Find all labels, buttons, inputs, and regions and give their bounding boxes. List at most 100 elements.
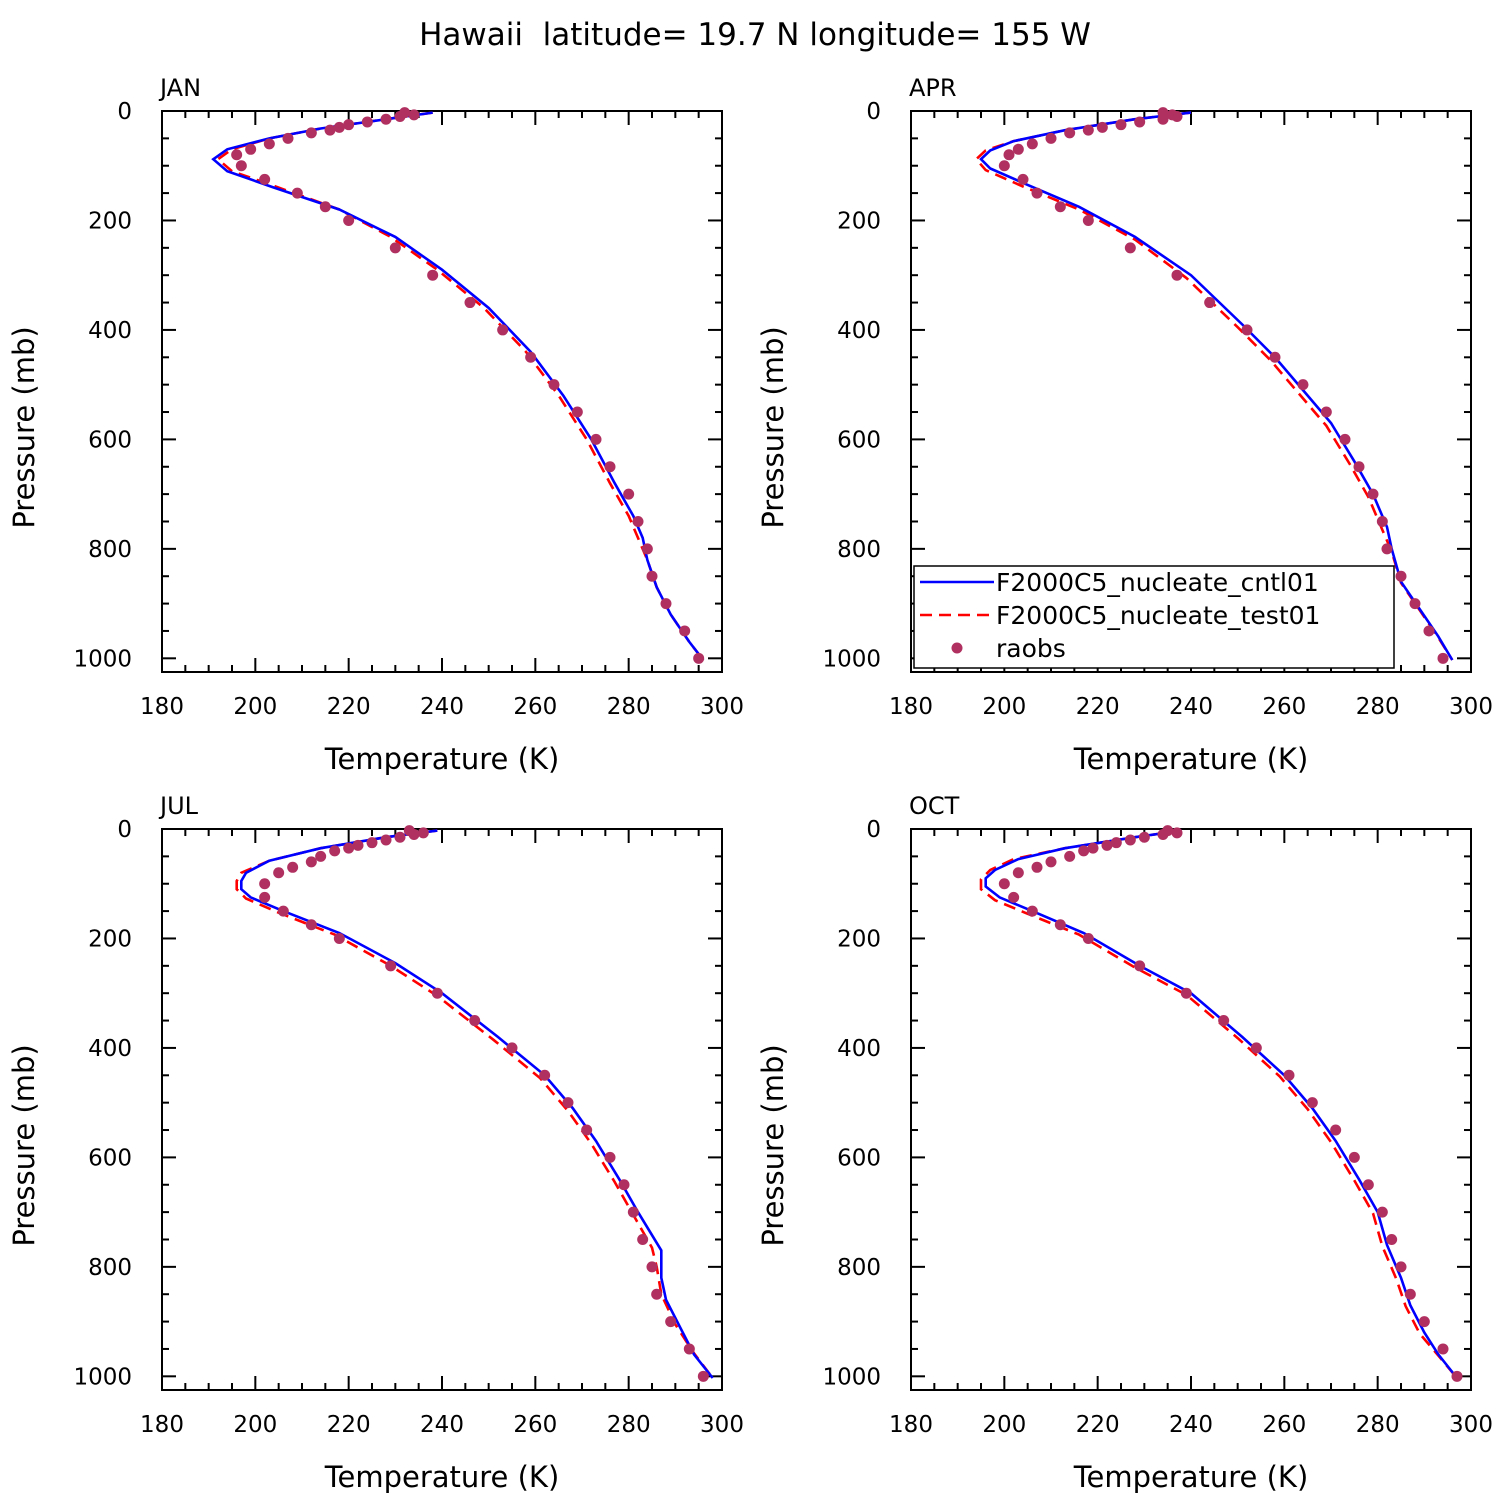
raobs-point (1124, 242, 1136, 254)
legend-swatch-marker (951, 642, 963, 654)
raobs-point (1008, 891, 1020, 903)
raobs-point (1157, 113, 1169, 125)
x-axis-title: Temperature (K) (324, 742, 560, 776)
y-tick-label: 200 (837, 208, 881, 234)
legend: F2000C5_nucleate_cntl01 F2000C5_nucleate_… (913, 565, 1395, 669)
raobs-point (998, 878, 1010, 890)
x-tick-label: 300 (700, 1412, 744, 1438)
panel-label-jan: JAN (158, 74, 201, 102)
x-tick-label: 300 (1449, 1412, 1493, 1438)
raobs-point (998, 160, 1010, 172)
raobs-point (1171, 827, 1183, 839)
raobs-point (646, 1261, 658, 1273)
raobs-point (343, 119, 355, 131)
raobs-point (259, 891, 271, 903)
y-tick-label: 400 (88, 1036, 132, 1062)
raobs-point (1320, 406, 1332, 418)
panel-jul: 180 200 220 240 260 280 300 0 200 400 600 800 1000 Te… (7, 792, 744, 1494)
y-tick-label: 1000 (73, 1364, 132, 1390)
raobs-point (641, 543, 653, 555)
x-tick-label: 200 (233, 694, 277, 720)
legend-entry-label: F2000C5_nucleate_cntl01 (996, 568, 1319, 597)
panels-group: 180 200 220 240 260 280 300 0 200 400 600 800 1000 Te… (7, 74, 1493, 1494)
raobs-point (1376, 1206, 1388, 1218)
raobs-point (333, 932, 345, 944)
raobs-point (319, 201, 331, 213)
y-tick-label: 800 (837, 537, 881, 563)
x-tick-label: 180 (889, 694, 933, 720)
x-tick-label: 280 (607, 694, 651, 720)
raobs-point (623, 488, 635, 500)
raobs-point (1045, 132, 1057, 144)
series-line-cntl01 (979, 111, 1454, 661)
y-tick-label: 200 (837, 926, 881, 952)
x-tick-label: 280 (1356, 1412, 1400, 1438)
raobs-point (1171, 269, 1183, 281)
series-line-test01 (979, 829, 1458, 1379)
raobs-point (1283, 1069, 1295, 1081)
raobs-point (408, 828, 420, 840)
x-tick-label: 180 (889, 1412, 933, 1438)
x-tick-label: 220 (327, 694, 371, 720)
raobs-point (1054, 919, 1066, 931)
raobs-point (562, 1097, 574, 1109)
y-tick-label: 800 (88, 537, 132, 563)
raobs-point (1082, 124, 1094, 136)
raobs-point (1204, 297, 1216, 309)
raobs-point (1395, 1261, 1407, 1273)
raobs-point (1026, 905, 1038, 917)
raobs-point (324, 124, 336, 136)
x-tick-label: 200 (982, 694, 1026, 720)
panel-oct: 180 200 220 240 260 280 300 0 200 400 600 800 1000 Te… (756, 792, 1493, 1494)
raobs-point (469, 1015, 481, 1027)
x-tick-label: 200 (233, 1412, 277, 1438)
raobs-point (618, 1179, 630, 1191)
y-tick-label: 0 (117, 99, 132, 125)
panel-label-oct: OCT (909, 792, 960, 820)
raobs-point (1171, 110, 1183, 122)
raobs-point (1180, 987, 1192, 999)
x-tick-label: 240 (1169, 1412, 1213, 1438)
raobs-point (259, 173, 271, 185)
raobs-point (1064, 850, 1076, 862)
x-tick-label: 300 (1449, 694, 1493, 720)
raobs-point (380, 834, 392, 846)
y-tick-label: 400 (837, 318, 881, 344)
raobs-point (1437, 652, 1449, 664)
x-tick-label: 260 (513, 1412, 557, 1438)
x-tick-label: 280 (607, 1412, 651, 1438)
raobs-point (1115, 119, 1127, 131)
raobs-point (394, 831, 406, 843)
raobs-point (1110, 837, 1122, 849)
raobs-point (343, 214, 355, 226)
raobs-point (305, 127, 317, 139)
raobs-point (1003, 149, 1015, 161)
series-line-cntl01 (211, 111, 705, 661)
raobs-point (1101, 839, 1113, 851)
raobs-point (693, 652, 705, 664)
raobs-point (497, 324, 509, 336)
raobs-point (333, 121, 345, 133)
raobs-point (539, 1069, 551, 1081)
raobs-point (1409, 598, 1421, 610)
y-tick-label: 0 (866, 817, 881, 843)
raobs-point (683, 1343, 695, 1355)
x-axis-title: Temperature (K) (324, 1460, 560, 1494)
raobs-point (1362, 1179, 1374, 1191)
raobs-point (291, 187, 303, 199)
raobs-point (604, 1151, 616, 1163)
raobs-point (282, 132, 294, 144)
raobs-point (235, 160, 247, 172)
raobs-point (263, 138, 275, 150)
y-tick-label: 800 (837, 1255, 881, 1281)
raobs-point (571, 406, 583, 418)
x-tick-label: 220 (1076, 694, 1120, 720)
raobs-point (632, 515, 644, 527)
x-tick-label: 200 (982, 1412, 1026, 1438)
x-tick-label: 220 (327, 1412, 371, 1438)
raobs-point (1157, 828, 1169, 840)
y-tick-label: 1000 (73, 646, 132, 672)
raobs-point (394, 110, 406, 122)
raobs-point (329, 845, 341, 857)
